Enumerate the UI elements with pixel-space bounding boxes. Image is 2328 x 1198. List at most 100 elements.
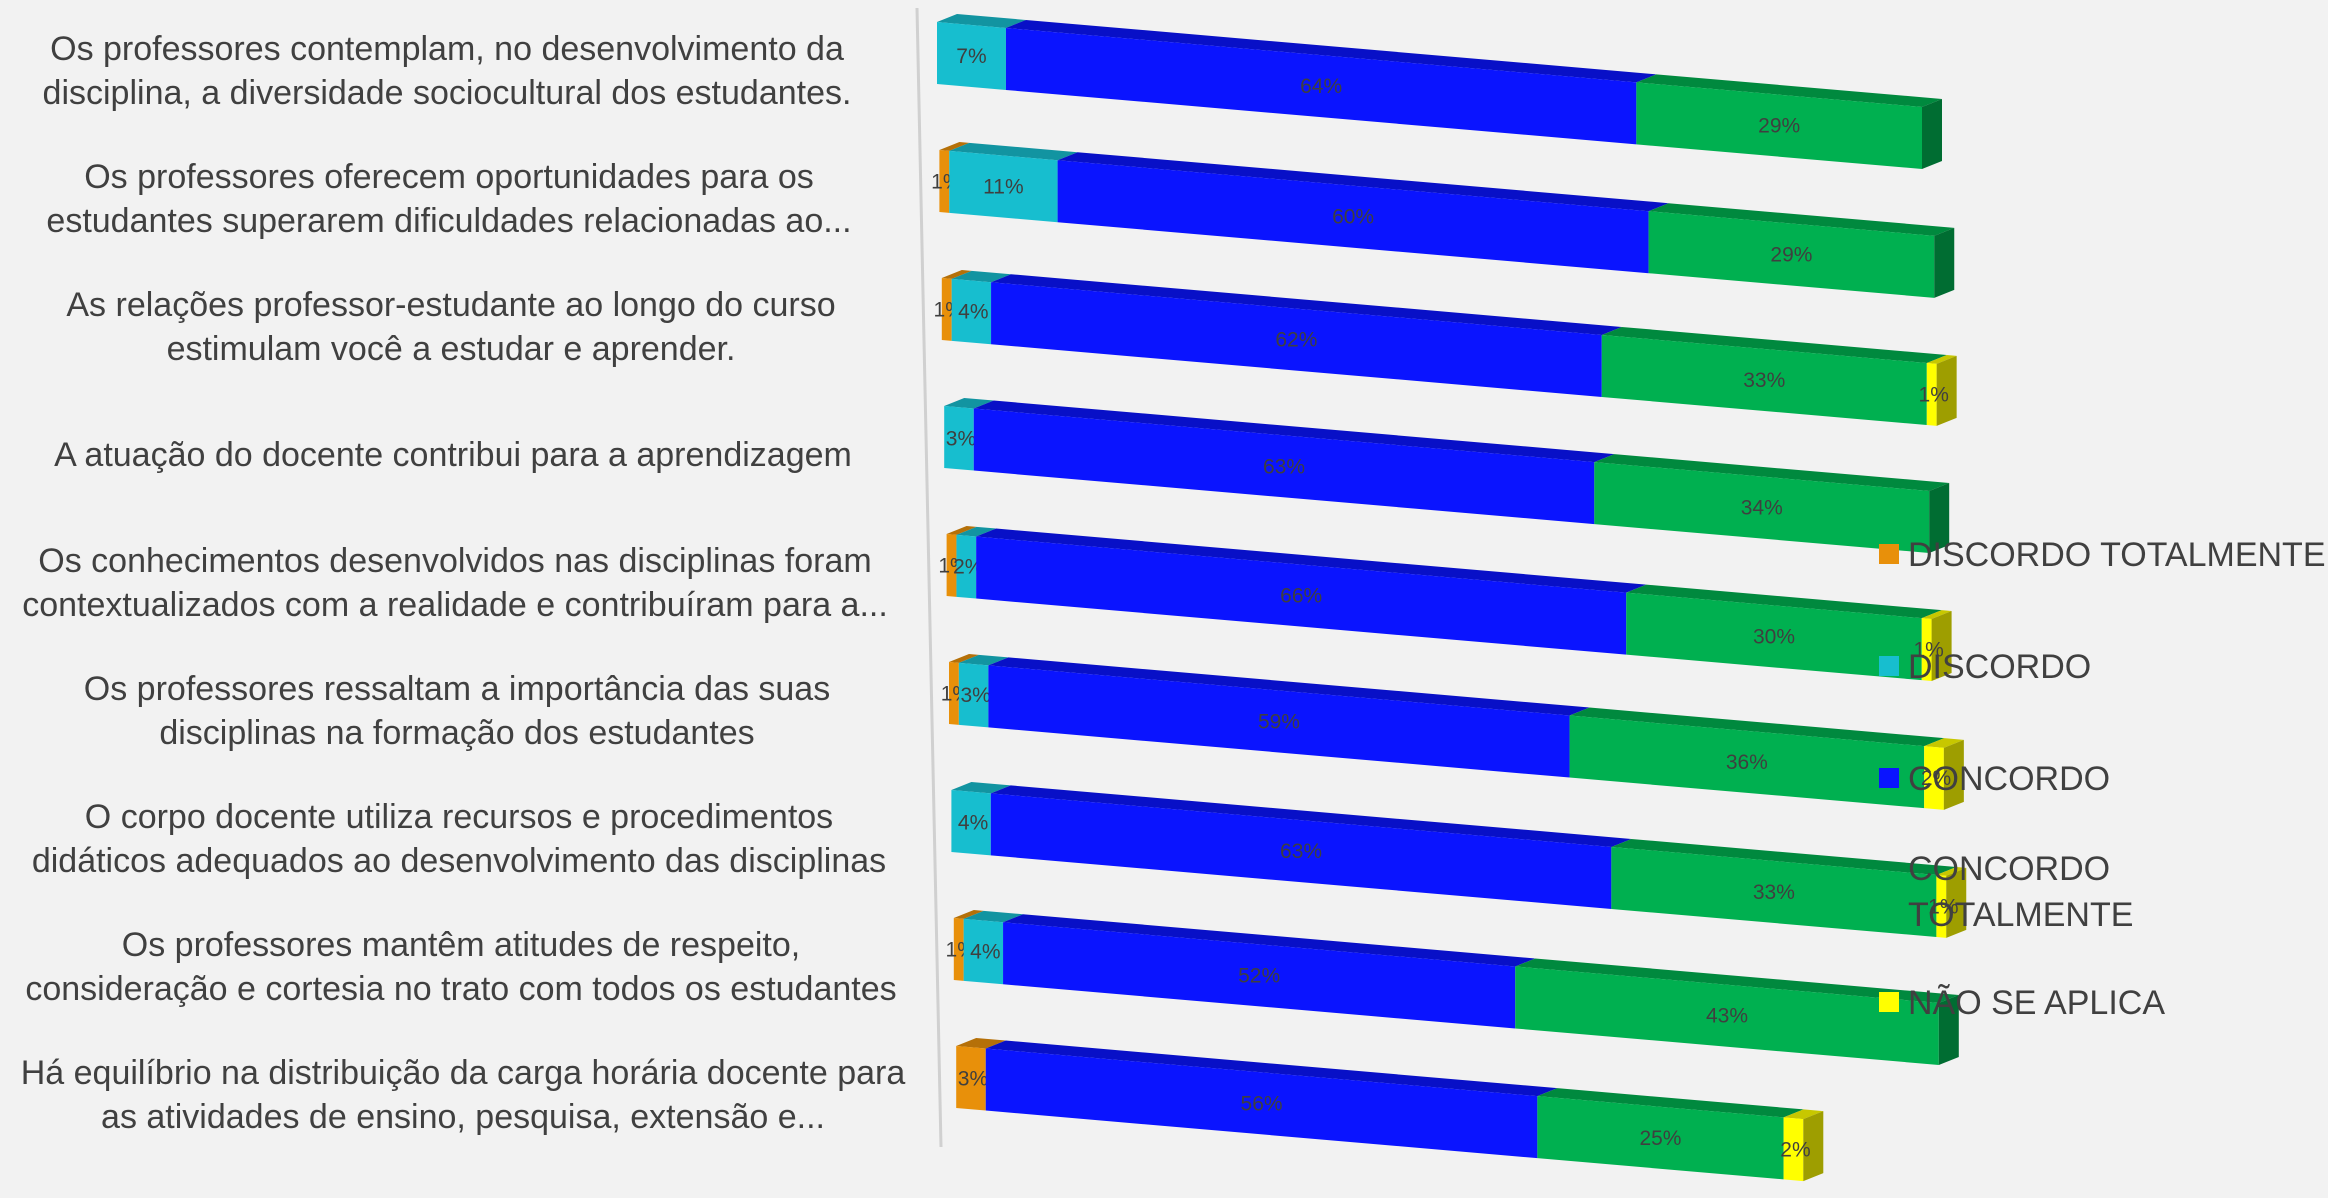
category-label-3-line-1: As relações professor-estudante ao longo…	[66, 286, 835, 324]
bar-concordo-totalmente-5-top	[1626, 584, 1942, 619]
data-label-nao-se-aplica-6: 2%	[1921, 767, 1951, 790]
category-label-9-line-1: Há equilíbrio na distribuição da carga h…	[21, 1054, 906, 1092]
bar-row-3: 1%4%62%33%1%	[934, 270, 1957, 426]
bar-row-5: 1%2%66%30%1%	[938, 526, 1952, 681]
bar-concordo-7	[990, 793, 1612, 909]
data-label-nao-se-aplica-9: 2%	[1780, 1138, 1810, 1161]
bar-discordo-1	[937, 22, 1006, 90]
bar-discordo-totalmente-9	[956, 1046, 986, 1111]
bar-concordo-8-top	[1003, 914, 1536, 967]
bar-concordo-totalmente-1	[1636, 82, 1922, 169]
category-label-7-line-1: O corpo docente utiliza recursos e proce…	[85, 798, 833, 836]
category-label-2-line-2: estudantes superarem dificuldades relaci…	[46, 202, 851, 240]
data-label-discordo-5: 2%	[953, 556, 983, 579]
legend-item-discordo: DISCORDO	[1879, 648, 2091, 686]
bar-concordo-totalmente-2-side	[1934, 227, 1955, 298]
category-label-5-line-1: Os conhecimentos desenvolvidos nas disci…	[38, 542, 871, 580]
bar-concordo-totalmente-8-top	[1515, 958, 1959, 1003]
bar-nao-se-aplica-7	[1936, 875, 1947, 938]
data-label-nao-se-aplica-7: 1%	[1928, 895, 1958, 918]
bar-row-8: 1%4%52%43%	[946, 910, 1959, 1065]
data-label-concordo-totalmente-3: 33%	[1743, 369, 1785, 392]
bar-concordo-5	[976, 536, 1627, 655]
legend-swatch-concordo	[1879, 768, 1899, 788]
data-label-concordo-7: 63%	[1280, 840, 1322, 863]
bar-discordo-totalmente-8-top	[953, 910, 984, 919]
bar-nao-se-aplica-3	[1926, 363, 1937, 426]
bar-concordo-2-top	[1057, 152, 1669, 212]
bar-concordo-totalmente-8-side	[1938, 995, 1959, 1065]
data-label-concordo-2: 60%	[1332, 206, 1374, 229]
bar-discordo-7-top	[951, 782, 1011, 794]
data-label-discordo-1: 7%	[956, 45, 986, 68]
category-label-8-line-2: consideração e cortesia no trato com tod…	[25, 970, 896, 1008]
data-label-concordo-totalmente-4: 34%	[1741, 497, 1783, 520]
bar-discordo-2	[949, 150, 1058, 223]
bar-concordo-1-top	[1005, 19, 1657, 83]
bar-nao-se-aplica-9-top	[1783, 1109, 1824, 1120]
category-label-2-line-1: Os professores oferecem oportunidades pa…	[84, 158, 814, 196]
bar-concordo-2	[1057, 160, 1649, 274]
data-label-discordo-6: 3%	[960, 684, 990, 707]
bar-concordo-totalmente-4-side	[1929, 483, 1950, 553]
data-label-nao-se-aplica-5: 1%	[1913, 639, 1943, 662]
legend-label-nao-se-aplica: NÃO SE APLICA	[1908, 984, 2165, 1022]
category-label-5-line-2: contextualizados com a realidade e contr…	[22, 586, 888, 624]
data-label-concordo-6: 59%	[1258, 710, 1300, 733]
legend-label-concordo: CONCORDO	[1908, 760, 2110, 798]
bar-discordo-7	[951, 790, 991, 856]
bar-concordo-7-top	[990, 785, 1632, 847]
bar-concordo-totalmente-2-top	[1648, 203, 1955, 236]
bar-concordo-totalmente-3	[1601, 334, 1927, 425]
legend-swatch-concordo-totalmente	[1879, 880, 1899, 900]
bar-discordo-totalmente-6	[949, 662, 959, 725]
bar-nao-se-aplica-5-top	[1921, 610, 1952, 619]
category-axis-line	[915, 7, 943, 1148]
bar-row-1: 7% 64% 29%	[937, 14, 1942, 169]
bar-discordo-5	[956, 534, 977, 599]
legend-swatch-discordo	[1879, 656, 1899, 676]
bar-discordo-3	[951, 278, 992, 345]
bar-discordo-totalmente-2	[939, 150, 950, 213]
legend-item-concordo-totalmente: CONCORDO TOTALMENTE	[1879, 850, 2133, 934]
data-label-concordo-totalmente-7: 33%	[1753, 881, 1795, 904]
bar-row-7: 4% 63% 33% 1%	[951, 782, 1967, 938]
bar-concordo-totalmente-1-side	[1922, 99, 1942, 169]
bar-discordo-totalmente-2-top	[939, 142, 970, 151]
data-label-concordo-totalmente-8: 43%	[1706, 1005, 1748, 1028]
data-label-concordo-totalmente-2: 29%	[1770, 244, 1812, 267]
data-label-discordo-3: 4%	[958, 301, 988, 324]
bar-discordo-4	[944, 406, 974, 471]
bar-concordo-3-top	[991, 274, 1622, 335]
bar-discordo-totalmente-3	[941, 278, 952, 341]
bar-concordo-totalmente-5	[1626, 592, 1922, 681]
category-label-8-line-1: Os professores mantêm atitudes de respei…	[122, 926, 800, 964]
category-label-4: A atuação do docente contribui para a ap…	[54, 436, 852, 474]
bar-discordo-4-top	[944, 398, 994, 409]
bar-concordo-totalmente-7-top	[1611, 838, 1957, 875]
data-label-concordo-1: 64%	[1300, 75, 1342, 98]
bar-nao-se-aplica-7-side	[1946, 867, 1967, 938]
bar-nao-se-aplica-7-top	[1936, 867, 1967, 876]
bar-nao-se-aplica-9-side	[1803, 1111, 1824, 1182]
bar-concordo-totalmente-4-top	[1594, 454, 1950, 491]
data-label-nao-se-aplica-3: 1%	[1919, 383, 1949, 406]
bar-concordo-totalmente-3-top	[1601, 326, 1947, 363]
bar-discordo-totalmente-3-top	[941, 270, 972, 279]
category-labels: Os professores contemplam, no desenvolvi…	[21, 30, 906, 1136]
category-label-3-line-2: estimulam você a estudar e aprender.	[167, 330, 736, 368]
bar-nao-se-aplica-3-top	[1926, 355, 1957, 364]
bar-row-6: 1%3%59%36%2%	[941, 654, 1964, 810]
legend-swatch-nao-se-aplica	[1879, 992, 1899, 1012]
bar-discordo-totalmente-9-top	[956, 1038, 1006, 1049]
data-label-concordo-totalmente-1: 29%	[1758, 115, 1800, 138]
data-label-concordo-4: 63%	[1263, 455, 1305, 478]
bar-concordo-4-top	[973, 400, 1615, 463]
bars-layer: 7%64%29%1% 11%60%29%1%4%62%33%1%3%63%34%1…	[931, 14, 1967, 1182]
bar-row-4: 3% 63% 34%	[944, 398, 1950, 553]
data-label-concordo-totalmente-9: 25%	[1639, 1127, 1681, 1150]
bar-discordo-totalmente-5	[946, 534, 957, 597]
bar-concordo-9	[985, 1048, 1538, 1159]
bar-discordo-1-top	[937, 14, 1026, 28]
